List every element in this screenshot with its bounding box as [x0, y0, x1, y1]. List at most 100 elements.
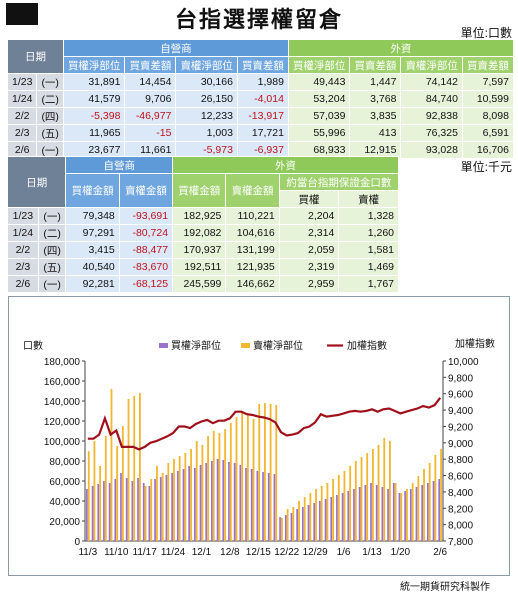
put-bar	[269, 404, 272, 541]
table-cell: 11,965	[62, 124, 126, 142]
put-bar	[281, 518, 283, 541]
row-weekday: (一)	[37, 207, 67, 225]
table-cell: 3,415	[65, 241, 120, 259]
put-bar	[133, 396, 136, 541]
row-date: 1/23	[7, 207, 39, 225]
x-tick-label: 11/24	[161, 547, 186, 558]
row-date: 2/6	[6, 141, 38, 159]
table-cell: 11,661	[124, 141, 177, 159]
table-cell: 17,721	[236, 124, 289, 142]
call-bar	[307, 505, 310, 541]
table-row: 2/3 (五) 40,540 -83,670 192,511 121,935 2,319 1,…	[7, 258, 399, 276]
table-cell: -5,973	[175, 141, 238, 159]
right-tick-label: 8,200	[448, 504, 473, 515]
dealer-header: 自營商	[65, 156, 174, 174]
table-cell: -83,670	[118, 258, 174, 276]
right-tick-label: 9,200	[448, 422, 473, 433]
put-bar	[292, 507, 295, 541]
put-bar	[360, 457, 363, 541]
call-bar	[301, 507, 304, 541]
put-bar	[406, 489, 408, 541]
call-bar	[245, 468, 247, 541]
legend-call-swatch	[159, 343, 168, 348]
table-row: 1/23 (一) 79,348 -93,691 182,925 110,221 2,204 1…	[7, 207, 399, 225]
x-tick-label: 11/10	[104, 547, 129, 558]
put-bar	[440, 449, 442, 541]
call-bar	[239, 465, 242, 541]
call-bar	[375, 485, 378, 541]
left-tick-label: 100,000	[44, 437, 81, 448]
table-cell: 40,540	[65, 258, 120, 276]
call-bar	[154, 479, 156, 541]
x-tick-label: 12/1	[192, 547, 212, 558]
put-bar	[156, 466, 158, 541]
put-bar	[218, 433, 221, 541]
legend-put-label: 賣權淨部位	[253, 339, 303, 352]
call-bar	[358, 487, 361, 541]
foreign-header: 外資	[287, 39, 514, 57]
put-bar	[212, 431, 215, 541]
right-tick-label: 8,800	[448, 455, 473, 466]
put-bar	[434, 455, 437, 541]
call-bar	[142, 483, 145, 541]
table-row: 2/6 (一) 92,281 -68,125 245,599 146,662 2,959 1,…	[7, 275, 399, 293]
put-bar	[167, 463, 170, 541]
margin-header: 約當台指期保證金口數	[278, 173, 400, 191]
table-row: 1/24 (二) 41,579 9,706 26,150 -4,014 53,204 3,76…	[6, 90, 514, 108]
put-bar	[411, 483, 414, 541]
x-tick-label: 2/6	[433, 547, 447, 558]
call-bar	[415, 487, 418, 541]
table-cell: -5,398	[62, 107, 126, 125]
right-axis-title: 加權指數	[455, 337, 495, 350]
row-weekday: (一)	[37, 275, 67, 293]
call-bar	[114, 479, 117, 541]
put-bar	[252, 419, 255, 541]
table-cell: 49,443	[287, 73, 351, 91]
call-bar	[176, 471, 179, 541]
table-cell: 41,579	[62, 90, 126, 108]
table-cell: -4,014	[236, 90, 289, 108]
put-bar	[428, 463, 431, 541]
table-cell: 121,935	[225, 258, 280, 276]
column-header: 買權淨部位	[62, 56, 126, 74]
put-bar	[366, 453, 369, 541]
put-bar	[423, 469, 425, 541]
x-tick-label: 1/6	[337, 547, 351, 558]
table-cell: 245,599	[172, 275, 227, 293]
call-bar	[432, 481, 435, 541]
column-header: 買賣差額	[124, 56, 177, 74]
call-bar	[426, 483, 429, 541]
right-tick-label: 9,000	[448, 439, 473, 450]
put-bar	[315, 489, 317, 541]
left-tick-label: 20,000	[49, 517, 80, 528]
left-tick-label: 40,000	[49, 497, 80, 508]
put-bar	[354, 461, 357, 541]
x-tick-label: 12/29	[303, 547, 328, 558]
foreign-header: 外資	[172, 156, 399, 174]
column-header: 買權金額	[65, 173, 120, 208]
x-tick-label: 12/15	[246, 547, 271, 558]
row-date: 2/6	[7, 275, 39, 293]
call-bar	[211, 461, 213, 541]
put-bar	[417, 476, 420, 541]
table-cell: 16,706	[461, 141, 514, 159]
call-bar	[267, 473, 270, 541]
call-bar	[353, 489, 355, 541]
row-date: 2/3	[7, 258, 39, 276]
put-bar	[184, 453, 187, 541]
call-bar	[205, 463, 208, 541]
left-axis-title: 口數	[23, 339, 43, 352]
table-cell: 31,891	[62, 73, 126, 91]
table-cell: 2,059	[278, 241, 340, 259]
put-bar	[241, 411, 244, 541]
put-bar	[144, 486, 147, 541]
call-bar	[188, 466, 191, 541]
call-bar	[279, 517, 281, 541]
put-bar	[93, 441, 96, 541]
right-tick-label: 7,800	[448, 537, 473, 548]
left-tick-label: 60,000	[49, 477, 80, 488]
footer-credit: 統一期貨研究科製作	[400, 582, 490, 593]
row-weekday: (五)	[36, 124, 64, 142]
put-bar	[309, 493, 312, 541]
put-bar	[303, 497, 306, 541]
